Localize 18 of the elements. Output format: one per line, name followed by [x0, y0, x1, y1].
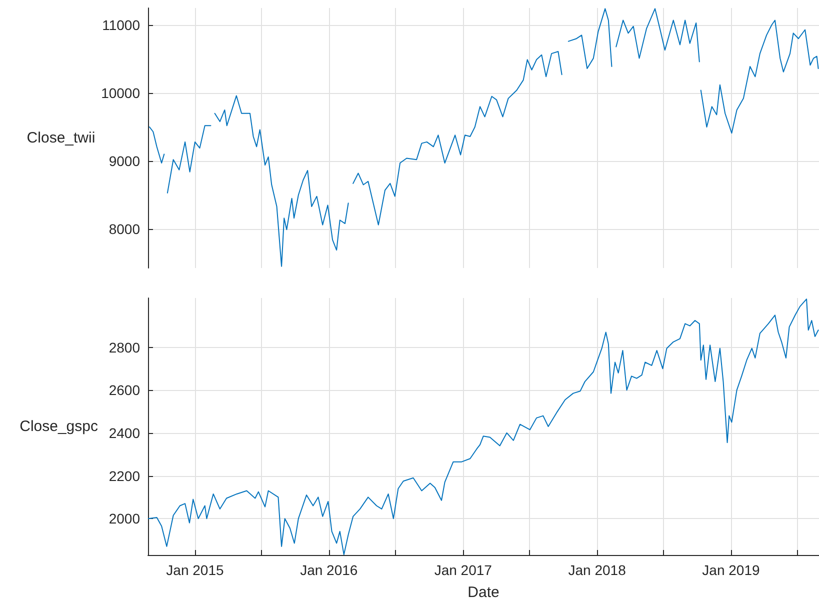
x-tick-label: Jan 2017: [434, 562, 492, 578]
y-tick-label: 2400: [108, 424, 140, 441]
y-axis-title: Close_twii: [26, 130, 96, 146]
x-tick-label: Jan 2015: [166, 562, 224, 578]
y-tick-label: 9000: [108, 152, 140, 169]
y-tick-label: 8000: [108, 220, 140, 237]
y-tick-label: 2800: [108, 339, 140, 356]
x-tick-label: Jan 2019: [702, 562, 760, 578]
y-tick-label: 2600: [108, 382, 140, 398]
y-tick-label: 10000: [101, 84, 140, 101]
y-tick-label: 2200: [108, 468, 140, 484]
y-axis-title: Close_gspc: [20, 418, 98, 435]
y-tick-label: 2000: [108, 510, 140, 527]
x-axis-title: Date: [468, 584, 500, 601]
y-tick-label: 11000: [102, 17, 140, 33]
x-tick-label: Jan 2018: [568, 562, 626, 578]
x-tick-label: Jan 2016: [300, 562, 358, 578]
line-series: [148, 298, 819, 556]
